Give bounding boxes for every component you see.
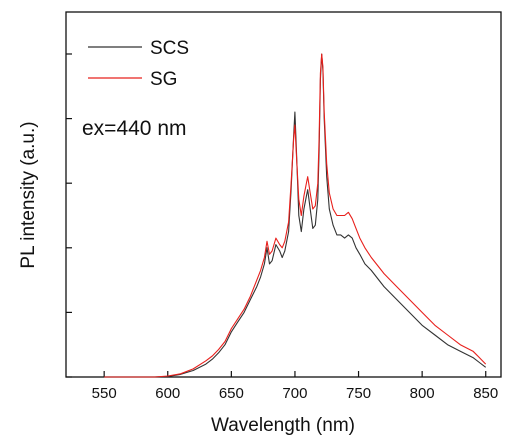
excitation-annotation: ex=440 nm — [82, 117, 187, 140]
x-tick-label: 600 — [155, 385, 180, 402]
x-tick-label: 800 — [410, 385, 435, 402]
legend-label-sg: SG — [150, 69, 177, 90]
legend: SCS SG — [88, 38, 189, 90]
x-axis-title: Wavelength (nm) — [211, 415, 355, 436]
x-tick-label: 750 — [346, 385, 371, 402]
series-layer — [104, 53, 487, 378]
x-tick-label: 550 — [92, 385, 117, 402]
x-tick-label: 700 — [282, 385, 307, 402]
axis-ticks: 550 600 650 700 750 800 850 — [66, 53, 498, 402]
plot-frame — [65, 11, 502, 378]
x-tick-label: 650 — [219, 385, 244, 402]
x-tick-label: 850 — [473, 385, 498, 402]
series-line-scs — [104, 53, 487, 378]
series-line-sg — [104, 53, 487, 378]
y-axis-title: PL intensity (a.u.) — [18, 121, 39, 268]
legend-label-scs: SCS — [150, 38, 189, 59]
